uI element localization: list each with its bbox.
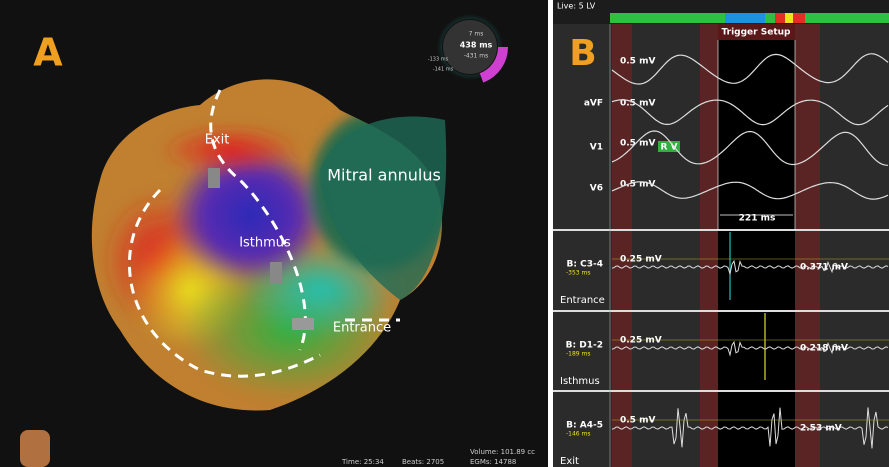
bipolar-name: B: C3-4 (567, 260, 603, 270)
lead: V6 (590, 184, 603, 194)
bipolar-site: Exit (560, 456, 579, 467)
panel-label: A (33, 31, 63, 75)
wheel-label: 438 ms (460, 41, 493, 50)
lead: aVF (584, 99, 603, 109)
header: Live: 5 LV (557, 2, 596, 11)
wheel-label: -141 ms (433, 67, 454, 73)
wheel-label: -133 ms (428, 57, 449, 63)
wheel-label: 7 ms (469, 31, 484, 38)
bipolar-time: -146 ms (566, 431, 591, 438)
bipolar-scale: 0.25 mV (620, 336, 662, 346)
scale: 0.5 mV (620, 139, 655, 149)
bipolar-scale: 0.25 mV (620, 255, 662, 265)
scale: 0.5 mV (620, 180, 655, 190)
wheel-label: -431 ms (464, 53, 489, 60)
catheter (270, 262, 282, 284)
status: EGMs: 14788 (470, 458, 516, 466)
bipolar-amplitude: 0.218 mV (800, 344, 848, 354)
catheter (208, 168, 220, 188)
scale: 0.5 mV (620, 57, 655, 67)
bipolar-amplitude: 0.371 mV (800, 263, 848, 273)
lead: V1 (590, 143, 603, 153)
panel-label: B (569, 33, 596, 74)
interval: 221 ms (739, 214, 776, 224)
status: Beats: 2705 (402, 458, 444, 466)
panel-b: B Live: 5 LV Trigger Setup 0.5 mV 0.5 mV… (553, 0, 889, 467)
status: Volume: 101.89 cc (470, 448, 535, 456)
bipolar-name: B: D1-2 (566, 341, 603, 351)
figure: A Exit Isthmus Mitral annulus Entrance 7… (0, 0, 889, 467)
bipolar-scale: 0.5 mV (620, 416, 655, 426)
annotation: Entrance (333, 321, 391, 336)
annotation: Exit (205, 133, 230, 148)
bipolar-site: Entrance (560, 295, 605, 306)
bipolar-time: -353 ms (566, 270, 591, 277)
status: Time: 25:34 (341, 458, 384, 466)
catheter (292, 318, 314, 330)
orientation-figure (20, 430, 50, 467)
annotation: Isthmus (239, 236, 291, 251)
bipolar-amplitude: 2.53 mV (800, 424, 842, 434)
bipolar-site: Isthmus (560, 376, 600, 387)
bipolar-time: -189 ms (566, 351, 591, 358)
annotation: Mitral annulus (327, 166, 441, 185)
bipolar-name: B: A4-5 (566, 421, 603, 431)
trigger: Trigger Setup (722, 28, 792, 38)
